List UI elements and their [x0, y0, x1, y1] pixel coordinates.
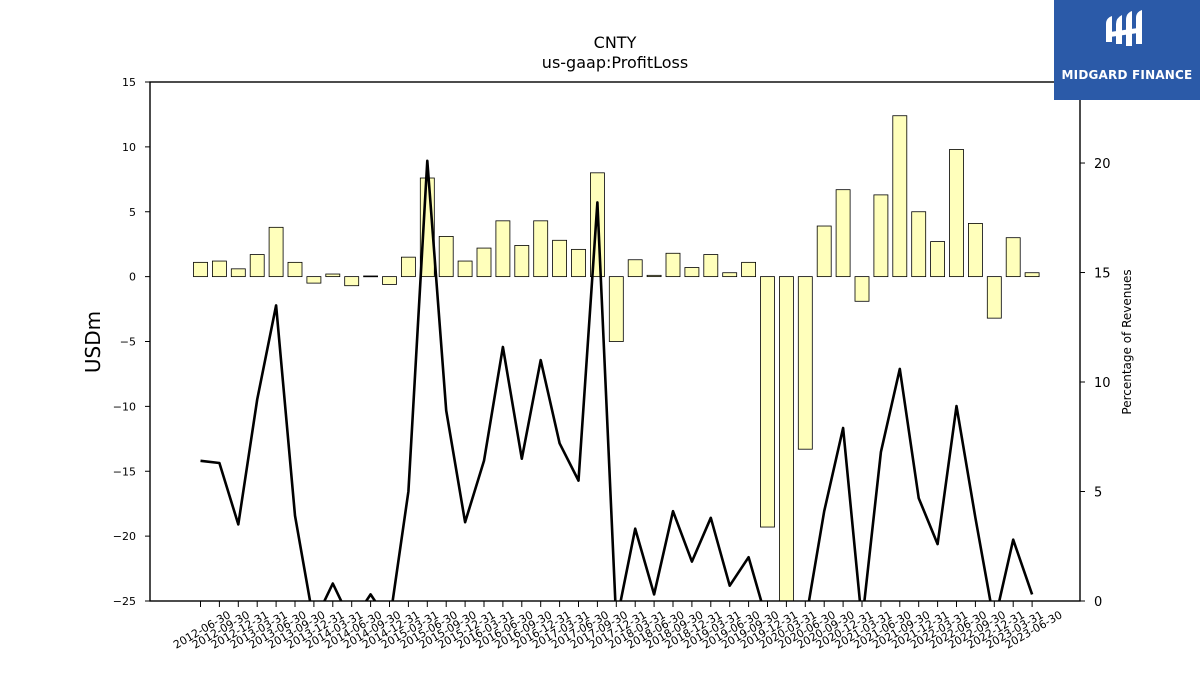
- y-tick-label: 10: [122, 141, 136, 154]
- y2-tick-label: 15: [1094, 267, 1111, 282]
- y-tick-label: 15: [122, 76, 136, 89]
- bar: [665, 252, 681, 278]
- y2-axis-label: Percentage of Revenues: [1120, 269, 1134, 414]
- bar: [1024, 272, 1040, 278]
- bar: [230, 268, 246, 278]
- chart-subtitle: us-gaap:ProfitLoss: [542, 53, 688, 72]
- brand-logo: MIDGARD FINANCE: [1054, 0, 1200, 100]
- y-tick-label: −15: [113, 465, 136, 478]
- bar: [703, 254, 719, 278]
- bar: [344, 276, 360, 287]
- bar: [854, 276, 870, 302]
- chart-title: CNTY: [594, 33, 637, 52]
- bar: [779, 276, 794, 601]
- line-series: [200, 159, 1034, 601]
- y2-tick-label: 0: [1094, 595, 1102, 610]
- brand-name: MIDGARD FINANCE: [1061, 68, 1193, 82]
- bar: [382, 276, 397, 285]
- y2-tick-label: 5: [1094, 486, 1102, 501]
- y-tick-label: 0: [129, 271, 136, 284]
- bar: [211, 260, 227, 278]
- bar: [533, 220, 549, 278]
- bar: [249, 254, 265, 278]
- bar: [306, 276, 322, 284]
- bar: [438, 236, 454, 278]
- bar: [1005, 237, 1021, 278]
- y-tick-label: −20: [113, 530, 136, 543]
- bar: [835, 189, 851, 278]
- bar: [193, 261, 208, 278]
- y-tick-label: −25: [113, 595, 136, 608]
- bar: [873, 194, 889, 278]
- bar: [797, 276, 813, 450]
- bar: [760, 276, 775, 528]
- y2-tick-label: 20: [1094, 157, 1111, 172]
- bar: [930, 241, 945, 278]
- bar: [552, 239, 567, 278]
- bar: [476, 247, 492, 278]
- y-tick-label: −10: [113, 400, 136, 413]
- bar: [400, 256, 416, 278]
- bar: [892, 115, 908, 278]
- bar: [608, 276, 624, 342]
- bar: [495, 220, 511, 278]
- logo-mark-icon: [1106, 10, 1142, 46]
- bar: [986, 276, 1002, 319]
- bar: [514, 245, 530, 278]
- bar: [363, 275, 379, 278]
- bar: [287, 261, 303, 278]
- y2-tick-label: 10: [1094, 376, 1111, 391]
- bar: [968, 223, 983, 278]
- bar: [949, 149, 964, 278]
- bar: [457, 260, 473, 278]
- bar: [722, 272, 738, 278]
- bar: [268, 226, 284, 278]
- bar: [325, 273, 341, 278]
- bar: [741, 261, 756, 278]
- bar: [627, 259, 643, 278]
- bar: [816, 225, 832, 278]
- bar: [684, 267, 700, 278]
- y-tick-label: 5: [129, 206, 136, 219]
- bar: [646, 274, 662, 278]
- bar: [571, 248, 586, 278]
- bar: [911, 211, 927, 278]
- y-axis-label: USDm: [81, 311, 105, 373]
- y-tick-label: −5: [120, 336, 136, 349]
